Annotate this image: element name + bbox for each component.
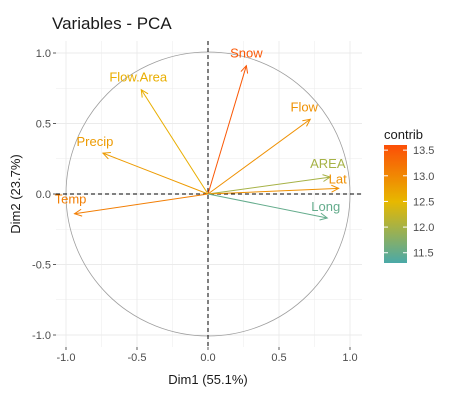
legend-tick-label: 11.5 — [413, 248, 434, 260]
variable-label: Long — [311, 199, 340, 214]
x-tick-label: -0.5 — [128, 352, 147, 364]
legend-colorbar — [384, 145, 407, 263]
legend: contrib 13.5 13.0 12.5 12.0 11.5 — [384, 127, 434, 263]
legend-title: contrib — [384, 127, 423, 142]
arrow-line — [207, 187, 339, 195]
x-tick-label: 1.0 — [342, 352, 357, 364]
arrow-head — [331, 184, 340, 193]
arrow-line — [74, 193, 209, 215]
variable-temp: Temp — [55, 192, 209, 217]
x-axis-title: Dim1 (55.1%) — [168, 372, 247, 387]
variable-flow-area: Flow.Area — [109, 70, 209, 195]
arrow-head — [140, 88, 149, 98]
variable-long: Long — [207, 193, 340, 221]
x-tick-label: 0.0 — [200, 352, 215, 364]
arrow-head — [73, 208, 83, 217]
y-axis-title: Dim2 (23.7%) — [8, 154, 23, 233]
legend-tick-label: 13.5 — [413, 145, 434, 157]
variable-lat: Lat — [207, 171, 347, 195]
variable-label: Flow — [291, 99, 319, 114]
arrow-head — [240, 64, 249, 74]
variable-label: Temp — [55, 192, 87, 207]
y-tick-label: -1.0 — [32, 330, 51, 342]
legend-tick-label: 12.0 — [413, 222, 434, 234]
arrow-line — [207, 65, 247, 195]
variable-label: Precip — [76, 134, 113, 149]
arrow-head — [322, 174, 332, 182]
variable-snow: Snow — [207, 46, 263, 195]
y-tick-label: 0.5 — [36, 119, 51, 131]
x-tick-label: 0.5 — [271, 352, 286, 364]
axis-ticks: -1.0 -0.5 0.0 0.5 1.0 -1.0 -0.5 0.0 0.5 1.0 — [32, 48, 358, 364]
x-tick-label: -1.0 — [57, 352, 76, 364]
arrow-head — [101, 151, 111, 160]
legend-tick-label: 13.0 — [413, 171, 434, 183]
arrow-line — [140, 89, 209, 195]
variable-flow: Flow — [207, 99, 319, 195]
legend-tick-label: 12.5 — [413, 196, 434, 208]
chart-title: Variables - PCA — [52, 14, 172, 33]
arrow-line — [102, 152, 209, 195]
variable-label: Lat — [329, 171, 347, 186]
y-tick-label: 0.0 — [36, 189, 51, 201]
variable-area: AREA — [207, 156, 346, 195]
reference-lines — [56, 41, 362, 347]
arrow-head — [302, 118, 312, 127]
variable-label: Flow.Area — [109, 70, 168, 85]
variable-precip: Precip — [76, 134, 209, 195]
arrow-head — [319, 212, 329, 221]
arrow-line — [207, 118, 311, 195]
variable-label: AREA — [310, 156, 346, 171]
arrow-line — [207, 176, 331, 195]
y-tick-label: -0.5 — [32, 260, 51, 272]
y-tick-label: 1.0 — [36, 48, 51, 60]
arrow-line — [207, 193, 328, 219]
variable-label: Snow — [230, 46, 263, 61]
